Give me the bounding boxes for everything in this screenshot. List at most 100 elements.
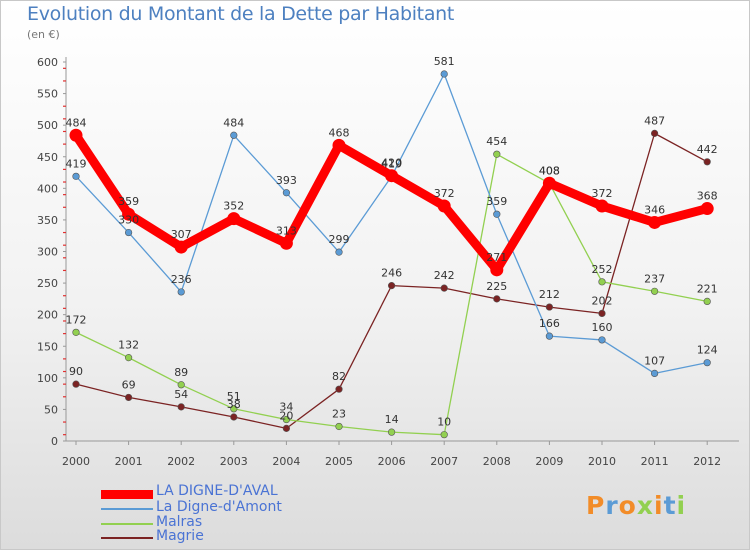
legend-label: La Digne-d'Amont <box>156 499 282 515</box>
data-point-series-1 <box>703 359 711 367</box>
data-label-series-3: 442 <box>697 143 718 156</box>
chart-title: Evolution du Montant de la Dette par Hab… <box>27 3 455 25</box>
data-point-series-0 <box>700 202 714 216</box>
data-point-series-3 <box>230 413 238 421</box>
data-label-series-0: 346 <box>644 203 665 216</box>
data-point-series-1 <box>545 332 554 340</box>
x-tick-label: 2002 <box>167 455 195 468</box>
legend-swatch <box>101 508 153 510</box>
data-label-series-3: 487 <box>644 114 665 127</box>
data-label-series-2: 23 <box>332 407 346 420</box>
data-point-series-3 <box>440 284 448 292</box>
data-label-series-2: 14 <box>385 413 399 426</box>
logo-letter: P <box>586 491 606 520</box>
data-label-series-0: 352 <box>223 200 244 213</box>
legend-swatch <box>101 537 153 539</box>
data-label-series-0: 372 <box>434 187 455 200</box>
legend-swatch <box>101 490 153 499</box>
data-point-series-0 <box>122 207 136 221</box>
data-label-series-3: 202 <box>592 294 613 307</box>
data-label-series-2: 51 <box>227 390 241 403</box>
x-tick-label: 2011 <box>641 455 669 468</box>
data-label-series-2: 252 <box>592 263 613 276</box>
data-label-series-1: 581 <box>434 55 455 68</box>
chart-unit: (en €) <box>27 28 60 41</box>
y-tick-label: 100 <box>37 372 58 385</box>
data-point-series-3 <box>388 282 396 290</box>
data-point-series-3 <box>598 309 606 318</box>
data-point-series-1 <box>124 228 133 237</box>
data-point-series-0 <box>174 240 188 254</box>
data-point-series-0 <box>490 263 504 277</box>
data-point-series-3 <box>72 380 80 388</box>
data-label-series-1: 393 <box>276 174 297 187</box>
data-label-series-3: 90 <box>69 365 83 378</box>
x-tick-label: 2009 <box>535 455 563 468</box>
logo-letter: i <box>654 491 664 520</box>
data-label-series-1: 299 <box>329 233 350 246</box>
data-label-series-2: 221 <box>697 282 718 295</box>
data-point-series-1 <box>72 172 80 180</box>
data-point-series-2 <box>335 422 343 431</box>
data-label-series-0: 271 <box>486 251 507 264</box>
logo-letter: o <box>618 491 637 520</box>
data-point-series-3 <box>703 158 711 166</box>
logo-letter: i <box>676 491 687 520</box>
data-point-series-0 <box>595 199 609 213</box>
data-point-series-3 <box>545 303 554 311</box>
data-label-series-1: 236 <box>171 273 192 286</box>
data-point-series-2 <box>650 287 659 295</box>
data-point-series-2 <box>124 354 133 362</box>
data-label-series-0: 468 <box>329 126 350 139</box>
data-point-series-3 <box>282 424 291 432</box>
y-tick-label: 600 <box>37 56 58 69</box>
data-point-series-1 <box>650 369 659 378</box>
data-label-series-1: 107 <box>644 354 665 367</box>
data-label-series-2: 89 <box>174 366 188 379</box>
data-point-series-0 <box>385 169 399 183</box>
logo-letter: t <box>663 491 677 520</box>
x-tick-label: 2007 <box>430 455 458 468</box>
data-label-series-2: 408 <box>539 164 560 177</box>
data-point-series-3 <box>493 295 501 303</box>
y-tick-label: 0 <box>51 435 58 448</box>
data-point-series-3 <box>650 129 659 137</box>
y-tick-label: 250 <box>37 277 58 290</box>
data-label-series-3: 54 <box>174 388 188 401</box>
data-label-series-1: 330 <box>118 214 139 227</box>
legend-label: Malras <box>156 514 203 530</box>
y-tick-label: 200 <box>37 309 58 322</box>
data-label-series-3: 20 <box>279 409 293 422</box>
data-point-series-1 <box>598 336 606 344</box>
data-label-series-2: 132 <box>118 339 139 352</box>
data-point-series-1 <box>177 288 185 296</box>
x-tick-label: 2008 <box>483 455 511 468</box>
data-point-series-2 <box>72 328 80 336</box>
data-point-series-2 <box>493 150 501 158</box>
series-line-0 <box>71 130 712 275</box>
data-label-series-0: 484 <box>66 116 87 129</box>
data-label-series-0: 372 <box>592 187 613 200</box>
data-point-series-0 <box>227 212 241 226</box>
data-label-series-3: 69 <box>122 378 136 391</box>
data-point-series-1 <box>282 189 291 197</box>
data-point-series-2 <box>388 428 396 436</box>
data-label-series-1: 160 <box>592 321 613 334</box>
data-point-series-2 <box>177 381 185 389</box>
data-point-series-1 <box>440 70 448 78</box>
data-point-series-0 <box>648 215 662 229</box>
data-point-series-0 <box>437 199 451 213</box>
data-label-series-1: 124 <box>697 344 718 357</box>
x-tick-label: 2010 <box>588 455 616 468</box>
data-point-series-1 <box>230 131 238 139</box>
data-label-series-2: 237 <box>644 272 665 285</box>
data-point-series-3 <box>177 403 185 411</box>
y-tick-label: 450 <box>37 151 58 164</box>
data-point-series-0 <box>542 176 556 190</box>
data-point-series-1 <box>493 210 501 218</box>
data-label-series-3: 212 <box>539 288 560 301</box>
data-label-series-1: 359 <box>486 195 507 208</box>
data-label-series-0: 368 <box>697 190 718 203</box>
series-line-2 <box>75 153 708 436</box>
